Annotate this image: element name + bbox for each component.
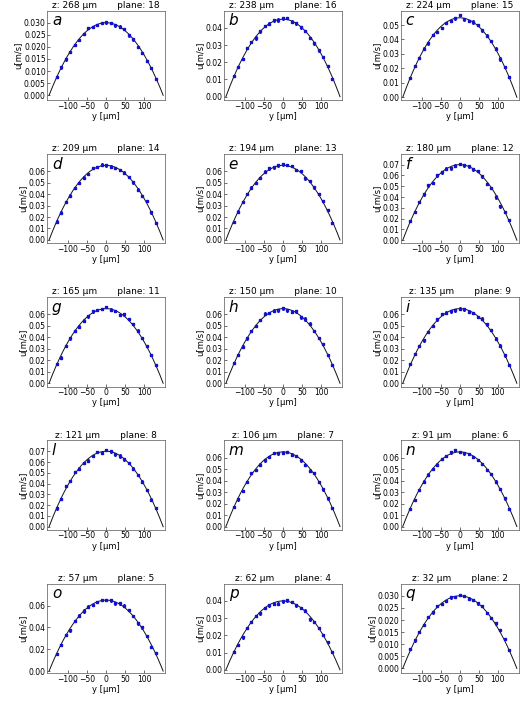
Title: z: 194 μm       plane: 13: z: 194 μm plane: 13 [229,144,337,153]
Title: z: 57 μm       plane: 5: z: 57 μm plane: 5 [58,574,154,583]
Text: h: h [228,300,238,315]
X-axis label: y [μm]: y [μm] [269,685,297,694]
Title: z: 165 μm       plane: 11: z: 165 μm plane: 11 [52,288,160,296]
Y-axis label: u[m/s]: u[m/s] [195,329,204,355]
Y-axis label: u[m/s]: u[m/s] [18,329,27,355]
Title: z: 180 μm       plane: 12: z: 180 μm plane: 12 [406,144,514,153]
X-axis label: y [μm]: y [μm] [446,685,474,694]
X-axis label: y [μm]: y [μm] [446,112,474,121]
Title: z: 224 μm       plane: 15: z: 224 μm plane: 15 [406,1,514,10]
Text: f: f [406,157,411,171]
Text: p: p [228,587,238,601]
Y-axis label: u[m/s]: u[m/s] [18,472,27,499]
Y-axis label: u[m/s]: u[m/s] [372,329,381,355]
X-axis label: y [μm]: y [μm] [92,255,120,264]
X-axis label: y [μm]: y [μm] [269,255,297,264]
X-axis label: y [μm]: y [μm] [92,541,120,551]
Title: z: 238 μm       plane: 16: z: 238 μm plane: 16 [229,1,337,10]
X-axis label: y [μm]: y [μm] [92,112,120,121]
Y-axis label: u[m/s]: u[m/s] [14,42,23,69]
Text: i: i [406,300,410,315]
Title: z: 209 μm       plane: 14: z: 209 μm plane: 14 [52,144,160,153]
Text: e: e [228,157,238,171]
Title: z: 106 μm       plane: 7: z: 106 μm plane: 7 [232,431,334,440]
Y-axis label: u[m/s]: u[m/s] [195,615,204,642]
Text: l: l [52,443,56,458]
Title: z: 121 μm       plane: 8: z: 121 μm plane: 8 [55,431,157,440]
Text: b: b [228,13,238,28]
Title: z: 150 μm       plane: 10: z: 150 μm plane: 10 [229,288,337,296]
Title: z: 91 μm       plane: 6: z: 91 μm plane: 6 [412,431,508,440]
X-axis label: y [μm]: y [μm] [269,398,297,407]
X-axis label: y [μm]: y [μm] [92,685,120,694]
Y-axis label: u[m/s]: u[m/s] [372,185,381,212]
Y-axis label: u[m/s]: u[m/s] [18,615,27,642]
Text: d: d [52,157,61,171]
Text: q: q [406,587,415,601]
X-axis label: y [μm]: y [μm] [92,398,120,407]
Text: a: a [52,13,61,28]
Title: z: 62 μm       plane: 4: z: 62 μm plane: 4 [235,574,331,583]
X-axis label: y [μm]: y [μm] [446,398,474,407]
Text: m: m [228,443,244,458]
Y-axis label: u[m/s]: u[m/s] [195,472,204,499]
X-axis label: y [μm]: y [μm] [269,112,297,121]
X-axis label: y [μm]: y [μm] [446,255,474,264]
Y-axis label: u[m/s]: u[m/s] [195,42,204,69]
Text: o: o [52,587,61,601]
X-axis label: y [μm]: y [μm] [269,541,297,551]
Title: z: 32 μm       plane: 2: z: 32 μm plane: 2 [412,574,508,583]
Y-axis label: u[m/s]: u[m/s] [372,42,381,69]
Text: n: n [406,443,415,458]
Y-axis label: u[m/s]: u[m/s] [367,615,376,642]
Text: g: g [52,300,61,315]
Y-axis label: u[m/s]: u[m/s] [195,185,204,212]
Y-axis label: u[m/s]: u[m/s] [18,185,27,212]
Y-axis label: u[m/s]: u[m/s] [372,472,381,499]
Text: c: c [406,13,414,28]
Title: z: 268 μm       plane: 18: z: 268 μm plane: 18 [52,1,160,10]
Title: z: 135 μm       plane: 9: z: 135 μm plane: 9 [409,288,511,296]
X-axis label: y [μm]: y [μm] [446,541,474,551]
